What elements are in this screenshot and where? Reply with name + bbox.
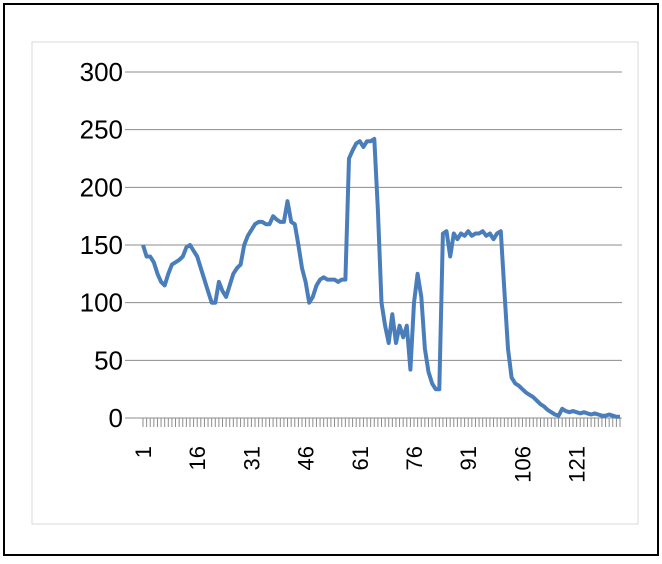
x-tick-label: 31 bbox=[239, 446, 264, 470]
x-tick-label: 16 bbox=[185, 446, 210, 470]
y-tick-label: 300 bbox=[80, 57, 123, 87]
x-tick-label: 76 bbox=[402, 446, 427, 470]
y-tick-label: 100 bbox=[80, 288, 123, 318]
y-tick-label: 200 bbox=[80, 172, 123, 202]
x-tick-label: 91 bbox=[456, 446, 481, 470]
x-tick-label: 1 bbox=[131, 446, 156, 458]
x-tick-label: 121 bbox=[565, 446, 590, 483]
x-tick-label: 106 bbox=[510, 446, 535, 483]
y-tick-label: 50 bbox=[94, 345, 123, 375]
x-tick-label: 61 bbox=[348, 446, 373, 470]
chart-area bbox=[31, 41, 639, 525]
x-tick-label: 46 bbox=[294, 446, 319, 470]
y-tick-label: 250 bbox=[80, 115, 123, 145]
y-tick-label: 0 bbox=[109, 403, 123, 433]
y-tick-label: 150 bbox=[80, 230, 123, 260]
data-line bbox=[141, 136, 620, 419]
